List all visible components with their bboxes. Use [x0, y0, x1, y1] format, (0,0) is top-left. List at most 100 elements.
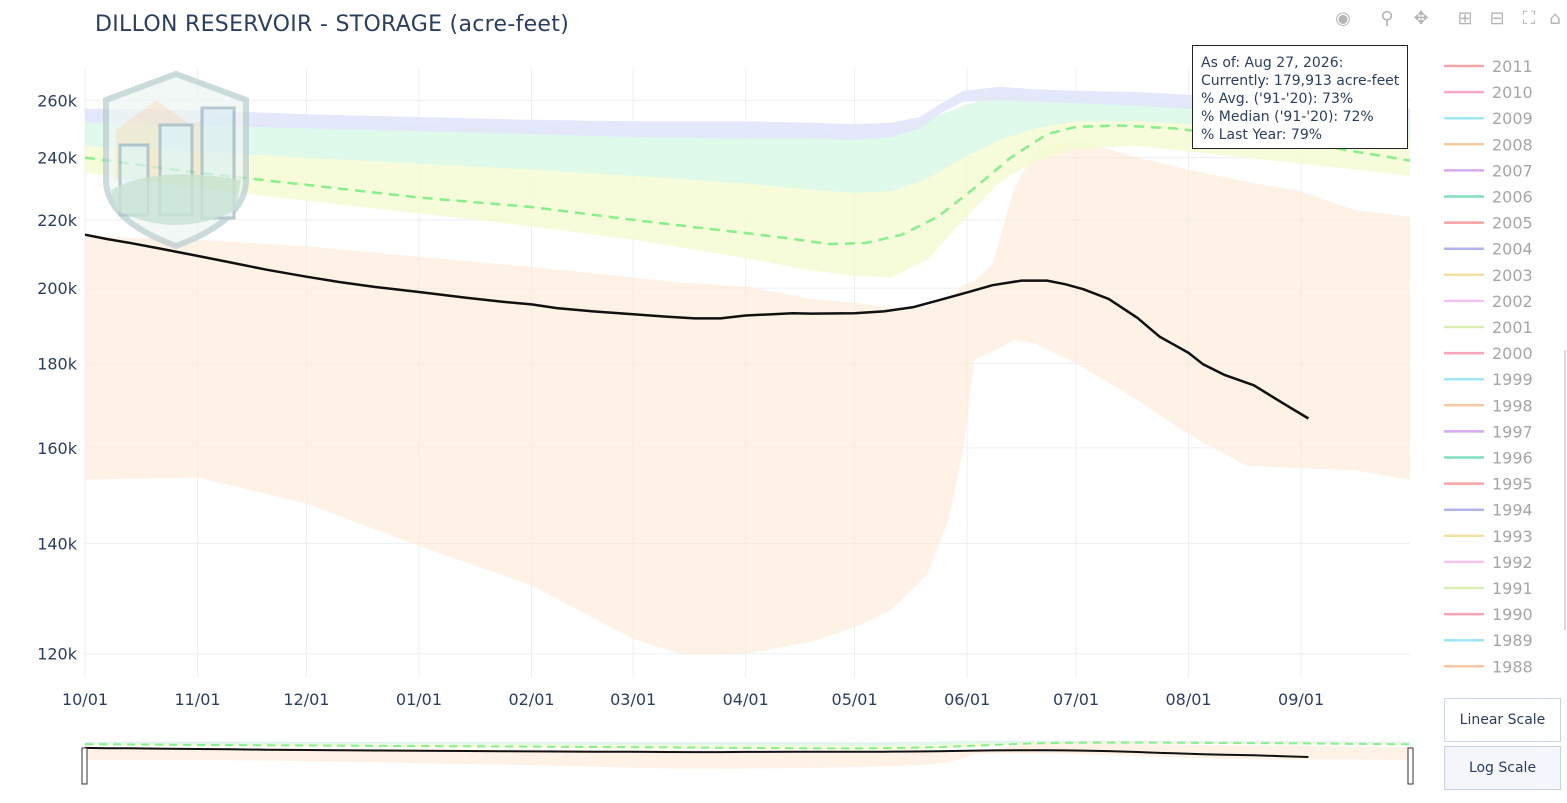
legend-label: 1998: [1492, 396, 1533, 415]
slider-handle-left[interactable]: [81, 747, 88, 785]
legend-label: 1991: [1492, 579, 1533, 598]
y-tick-label: 260k: [37, 91, 78, 110]
y-axis-ticks: 120k 140k 160k 180k 200k 220k 240k 260k: [37, 91, 78, 663]
hover-tooltip: As of: Aug 27, 2026: Currently: 179,913 …: [1192, 45, 1408, 149]
legend-item[interactable]: 1992: [1444, 553, 1533, 572]
x-tick-label: 08/01: [1166, 690, 1212, 709]
legend-label: 1992: [1492, 553, 1533, 572]
legend-item[interactable]: 1993: [1444, 527, 1533, 546]
legend-item[interactable]: 2008: [1444, 135, 1533, 154]
x-tick-label: 07/01: [1053, 690, 1099, 709]
legend-item[interactable]: 1994: [1444, 501, 1533, 520]
range-bands: [85, 86, 1410, 655]
y-tick-label: 140k: [37, 534, 78, 553]
legend-item[interactable]: 1991: [1444, 579, 1533, 598]
zoom-out-icon[interactable]: ⊟: [1489, 8, 1505, 29]
legend-label: 1993: [1492, 527, 1533, 546]
legend-item[interactable]: 2011: [1444, 57, 1533, 76]
legend-label: 2001: [1492, 318, 1533, 337]
legend-label: 1989: [1492, 631, 1533, 650]
legend-item[interactable]: 2004: [1444, 240, 1533, 259]
slider-handle-right[interactable]: [1407, 747, 1414, 785]
legend[interactable]: 2011 2010 2009 2008 2007 2006 2005 2004 2003 2002…: [1430, 0, 1567, 676]
y-tick-label: 120k: [37, 645, 78, 664]
legend-item[interactable]: 2001: [1444, 318, 1533, 337]
legend-label: 2008: [1492, 135, 1533, 154]
series-lines: [84, 124, 1411, 420]
legend-label: 2010: [1492, 83, 1533, 102]
y-tick-label: 220k: [37, 211, 78, 230]
legend-label: 1988: [1492, 657, 1533, 676]
legend-label: 2006: [1492, 188, 1533, 207]
slider-line: [84, 746, 1309, 758]
tooltip-as-of: As of: Aug 27, 2026:: [1201, 55, 1344, 71]
legend-item[interactable]: 1989: [1444, 631, 1533, 650]
x-tick-label: 12/01: [283, 690, 329, 709]
zoom-icon[interactable]: ⚲: [1380, 8, 1394, 29]
legend-scrollbar[interactable]: [1564, 350, 1566, 630]
slider-band: [85, 741, 1410, 746]
legend-label: 2003: [1492, 266, 1533, 285]
legend-label: 2002: [1492, 292, 1533, 311]
x-tick-label: 11/01: [174, 690, 220, 709]
legend-item[interactable]: 1988: [1444, 657, 1533, 676]
y-tick-label: 180k: [37, 355, 78, 374]
legend-label: 1999: [1492, 370, 1533, 389]
slider-line: [84, 741, 1411, 750]
y-tick-label: 160k: [37, 439, 78, 458]
legend-item[interactable]: 2003: [1444, 266, 1533, 285]
slider-band: [85, 740, 1410, 744]
home-icon[interactable]: ⌂: [1549, 8, 1561, 29]
legend-item[interactable]: 2002: [1444, 292, 1533, 311]
band-area: [85, 139, 1410, 655]
legend-item[interactable]: 2005: [1444, 214, 1533, 233]
legend-label: 2005: [1492, 214, 1533, 233]
legend-label: 1990: [1492, 605, 1533, 624]
camera-icon[interactable]: ◉: [1335, 8, 1351, 29]
legend-item[interactable]: 1990: [1444, 605, 1533, 624]
tooltip-pct-avg: % Avg. ('91-'20): 73%: [1201, 91, 1354, 107]
legend-label: 2007: [1492, 161, 1533, 180]
zoom-in-icon[interactable]: ⊞: [1457, 8, 1473, 29]
series-line: [84, 124, 1411, 246]
x-axis-ticks: 10/01 11/01 12/01 01/01 02/01 03/01 04/01 05/01…: [62, 690, 1324, 709]
legend-item[interactable]: 2010: [1444, 83, 1533, 102]
chart-title: DILLON RESERVOIR - STORAGE (acre-feet): [95, 12, 570, 37]
legend-label: 1997: [1492, 422, 1533, 441]
legend-item[interactable]: 1996: [1444, 449, 1533, 468]
legend-label: 1994: [1492, 501, 1533, 520]
legend-label: 1995: [1492, 475, 1533, 494]
legend-item[interactable]: 2007: [1444, 161, 1533, 180]
linear-scale-button[interactable]: Linear Scale: [1444, 698, 1561, 742]
legend-label: 2009: [1492, 109, 1533, 128]
legend-item[interactable]: 2000: [1444, 344, 1533, 363]
legend-item[interactable]: 1999: [1444, 370, 1533, 389]
tooltip-currently: Currently: 179,913 acre-feet: [1201, 73, 1400, 89]
x-tick-label: 04/01: [723, 690, 769, 709]
legend-label: 2004: [1492, 240, 1533, 259]
legend-label: 1996: [1492, 449, 1533, 468]
y-tick-label: 240k: [37, 149, 78, 168]
band-area: [85, 93, 1410, 193]
log-scale-button[interactable]: Log Scale: [1444, 746, 1561, 790]
legend-label: 2000: [1492, 344, 1533, 363]
legend-item[interactable]: 1997: [1444, 422, 1533, 441]
y-tick-label: 200k: [37, 279, 78, 298]
watermark-logo: [103, 70, 249, 250]
legend-item[interactable]: 1998: [1444, 396, 1533, 415]
series-line: [84, 233, 1310, 420]
autoscale-icon[interactable]: ⛶: [1522, 8, 1536, 29]
x-tick-label: 09/01: [1278, 690, 1324, 709]
x-tick-label: 06/01: [944, 690, 990, 709]
range-slider[interactable]: [81, 740, 1414, 785]
tooltip-pct-median: % Median ('91-'20): 72%: [1201, 109, 1374, 125]
legend-item[interactable]: 2009: [1444, 109, 1533, 128]
legend-item[interactable]: 1995: [1444, 475, 1533, 494]
legend-mask: [1430, 0, 1567, 57]
pan-icon[interactable]: ✥: [1413, 8, 1429, 29]
x-tick-label: 03/01: [610, 690, 656, 709]
legend-item[interactable]: 2006: [1444, 188, 1533, 207]
tooltip-pct-last-year: % Last Year: 79%: [1201, 127, 1323, 143]
x-tick-label: 02/01: [508, 690, 554, 709]
